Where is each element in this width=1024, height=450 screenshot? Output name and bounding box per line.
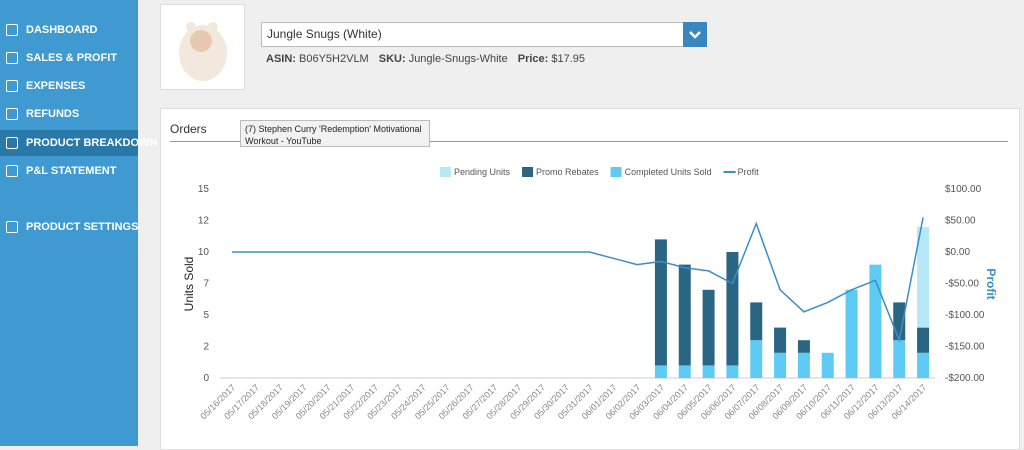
legend-label: Completed Units Sold: [625, 167, 712, 177]
y-tick-label: 15: [198, 184, 210, 195]
bar: [797, 340, 810, 353]
y-tick-label: 7: [203, 279, 209, 290]
y-tick-label: 12: [198, 216, 210, 227]
tooltip: (7) Stephen Curry 'Redemption' Motivatio…: [240, 120, 430, 147]
nav-icon: [6, 52, 18, 64]
legend-swatch: [610, 167, 622, 177]
product-dropdown[interactable]: Jungle Snugs (White): [261, 22, 707, 47]
price: $17.95: [551, 53, 586, 65]
nav-item[interactable]: DASHBOARD: [0, 17, 138, 43]
y-tick-label: 10: [198, 247, 210, 258]
bar: [726, 252, 739, 366]
sku-label: SKU:: [378, 53, 406, 65]
bar: [917, 327, 930, 353]
profit-line: [231, 217, 924, 343]
legend-swatch: [522, 167, 534, 177]
divider: [170, 141, 1008, 142]
dropdown-button[interactable]: [683, 22, 707, 47]
legend-label: Promo Rebates: [536, 167, 599, 177]
bar: [654, 239, 667, 366]
nav-item[interactable]: REFUNDS: [0, 101, 138, 127]
y2-tick-label: $100.00: [945, 184, 982, 195]
y2-tick-label: -$200.00: [945, 373, 985, 384]
nav-item[interactable]: EXPENSES: [0, 73, 138, 99]
bar: [702, 365, 715, 378]
asin: B06Y5H2VLM: [299, 53, 369, 65]
bar: [917, 352, 930, 378]
bar: [774, 352, 787, 378]
bar: [774, 327, 787, 353]
nav-label: PRODUCT BREAKDOWN: [26, 137, 158, 149]
nav-icon: [6, 80, 18, 92]
product-name: Jungle Snugs (White): [267, 27, 382, 41]
bar: [917, 226, 930, 328]
nav-label: REFUNDS: [26, 108, 80, 120]
y-tick-label: 2: [203, 342, 209, 353]
bar: [869, 264, 882, 378]
bar: [797, 352, 810, 378]
nav-icon: [6, 221, 18, 233]
nav-item[interactable]: PRODUCT BREAKDOWN: [0, 130, 157, 156]
y2-tick-label: $50.00: [945, 216, 976, 227]
nav-label: DASHBOARD: [26, 24, 98, 36]
bar: [893, 340, 906, 378]
bar: [750, 302, 763, 341]
y-tick-label: 5: [203, 310, 209, 321]
bar: [678, 264, 691, 366]
nav-item[interactable]: PRODUCT SETTINGS: [0, 214, 138, 240]
bar: [845, 289, 858, 378]
nav-icon: [6, 108, 18, 120]
bar: [702, 289, 715, 366]
sidebar: DASHBOARD SALES & PROFIT EXPENSES REFUNDS PR…: [0, 0, 157, 446]
product-image: [160, 4, 245, 90]
bar: [726, 365, 739, 378]
asin-label: ASIN:: [266, 53, 296, 65]
bar: [654, 365, 667, 378]
y-axis-title: Units Sold: [182, 257, 196, 312]
nav-icon: [6, 165, 18, 177]
nav-label: SALES & PROFIT: [26, 52, 118, 64]
y2-tick-label: -$50.00: [945, 279, 979, 290]
sku: Jungle-Snugs-White: [408, 53, 508, 65]
nav-label: PRODUCT SETTINGS: [26, 221, 139, 233]
y2-axis-title: Profit: [984, 268, 998, 299]
chevron: [689, 31, 701, 39]
nav-item[interactable]: SALES & PROFIT: [0, 45, 138, 71]
y2-tick-label: -$100.00: [945, 310, 985, 321]
y2-tick-label: $0.00: [945, 247, 970, 258]
y-tick-label: 0: [203, 373, 209, 384]
legend-label: Pending Units: [454, 167, 511, 177]
product-meta: ASIN: B06Y5H2VLM SKU: Jungle-Snugs-White P…: [266, 53, 585, 65]
image: [179, 22, 227, 81]
bar: [821, 352, 834, 378]
y2-tick-label: -$150.00: [945, 342, 985, 353]
bar: [750, 340, 763, 378]
legend-label: Profit: [738, 167, 760, 177]
nav-icon: [6, 137, 18, 149]
nav-label: P&L STATEMENT: [26, 165, 117, 177]
nav-item[interactable]: P&L STATEMENT: [0, 158, 138, 184]
panel-title: Orders: [170, 122, 207, 136]
bar: [678, 365, 691, 378]
price-label: Price:: [517, 53, 549, 65]
nav-label: EXPENSES: [26, 80, 86, 92]
legend-swatch: [440, 167, 451, 177]
nav-icon: [6, 24, 18, 36]
